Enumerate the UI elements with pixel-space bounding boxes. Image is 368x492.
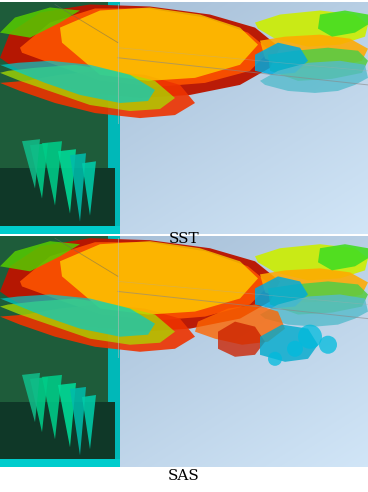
- Text: SAS: SAS: [168, 469, 200, 483]
- Polygon shape: [260, 61, 368, 93]
- Polygon shape: [260, 325, 318, 362]
- Polygon shape: [58, 149, 76, 214]
- Polygon shape: [0, 299, 175, 345]
- Polygon shape: [0, 61, 155, 103]
- Polygon shape: [0, 65, 175, 111]
- Polygon shape: [218, 322, 265, 357]
- Polygon shape: [108, 2, 120, 234]
- Polygon shape: [0, 460, 120, 467]
- Polygon shape: [60, 7, 258, 81]
- Polygon shape: [22, 139, 40, 188]
- Polygon shape: [0, 241, 80, 272]
- Circle shape: [268, 352, 282, 366]
- Polygon shape: [260, 34, 368, 69]
- Polygon shape: [0, 295, 155, 337]
- Polygon shape: [70, 387, 86, 455]
- Polygon shape: [0, 71, 195, 118]
- Polygon shape: [70, 154, 86, 221]
- Polygon shape: [268, 281, 368, 314]
- Polygon shape: [0, 305, 195, 352]
- Polygon shape: [0, 168, 115, 234]
- Polygon shape: [255, 244, 368, 280]
- Polygon shape: [30, 143, 48, 198]
- Polygon shape: [0, 402, 115, 467]
- Polygon shape: [0, 7, 80, 38]
- Polygon shape: [195, 305, 285, 345]
- Polygon shape: [260, 295, 368, 327]
- Polygon shape: [0, 226, 120, 234]
- Polygon shape: [60, 241, 258, 314]
- Polygon shape: [255, 43, 308, 75]
- Polygon shape: [30, 377, 48, 432]
- Polygon shape: [0, 238, 280, 332]
- Circle shape: [287, 341, 303, 357]
- Polygon shape: [255, 277, 308, 308]
- Circle shape: [298, 325, 322, 349]
- Polygon shape: [20, 8, 270, 87]
- Polygon shape: [82, 161, 96, 215]
- Polygon shape: [20, 242, 270, 321]
- Polygon shape: [255, 10, 368, 47]
- Polygon shape: [318, 244, 368, 270]
- Polygon shape: [0, 236, 115, 467]
- Text: SST: SST: [169, 232, 199, 246]
- Polygon shape: [0, 2, 115, 234]
- Circle shape: [319, 336, 337, 354]
- Polygon shape: [82, 395, 96, 449]
- Polygon shape: [0, 4, 280, 98]
- Polygon shape: [108, 236, 120, 467]
- Polygon shape: [22, 373, 40, 422]
- Polygon shape: [58, 383, 76, 447]
- Polygon shape: [260, 268, 368, 303]
- Polygon shape: [42, 141, 62, 206]
- Polygon shape: [268, 48, 368, 81]
- Polygon shape: [42, 375, 62, 439]
- Polygon shape: [318, 10, 368, 36]
